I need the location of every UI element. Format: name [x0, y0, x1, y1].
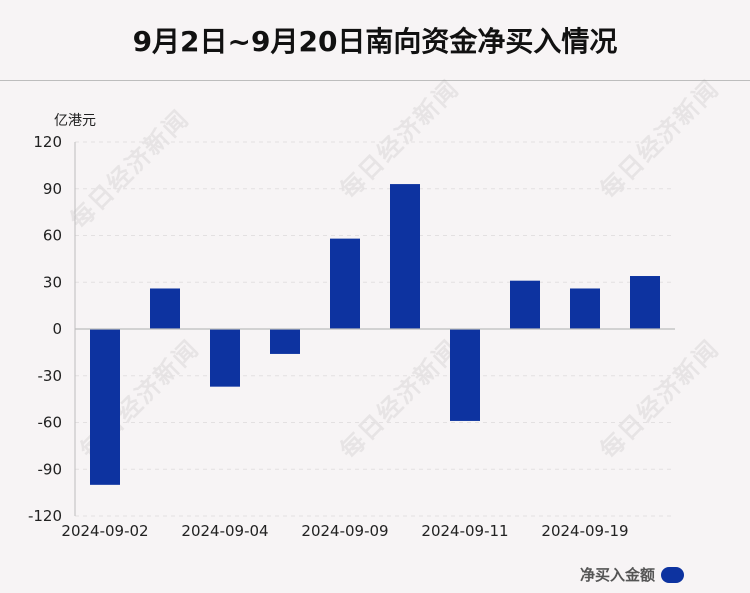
x-tick-label: 2024-09-09 — [301, 522, 388, 540]
legend: 净买入金额 — [580, 564, 684, 585]
bar — [270, 329, 300, 354]
y-tick-label: 30 — [43, 273, 62, 291]
x-tick-label: 2024-09-11 — [421, 522, 508, 540]
bar — [330, 238, 360, 329]
bar — [630, 276, 660, 329]
bar — [450, 329, 480, 421]
y-tick-label: 90 — [43, 180, 62, 198]
y-tick-label: -60 — [38, 414, 63, 432]
title-divider — [0, 80, 750, 81]
x-tick-label: 2024-09-19 — [541, 522, 628, 540]
chart-title: 9月2日~9月20日南向资金净买入情况 — [132, 25, 618, 58]
x-tick-label: 2024-09-02 — [61, 522, 148, 540]
y-axis-unit-label: 亿港元 — [54, 113, 96, 129]
bar — [510, 280, 540, 329]
bar — [570, 288, 600, 329]
bar — [150, 288, 180, 329]
bar — [90, 329, 120, 485]
x-tick-label: 2024-09-04 — [181, 522, 268, 540]
y-tick-label: -30 — [38, 367, 63, 385]
y-tick-label: -90 — [38, 460, 63, 478]
legend-swatch — [661, 566, 684, 583]
y-tick-label: 0 — [52, 320, 62, 338]
bar — [210, 329, 240, 387]
y-tick-label: 60 — [43, 227, 62, 245]
y-tick-label: 120 — [33, 133, 62, 151]
bar — [390, 184, 420, 329]
y-tick-label: -120 — [28, 507, 62, 525]
legend-label: 净买入金额 — [579, 566, 655, 584]
